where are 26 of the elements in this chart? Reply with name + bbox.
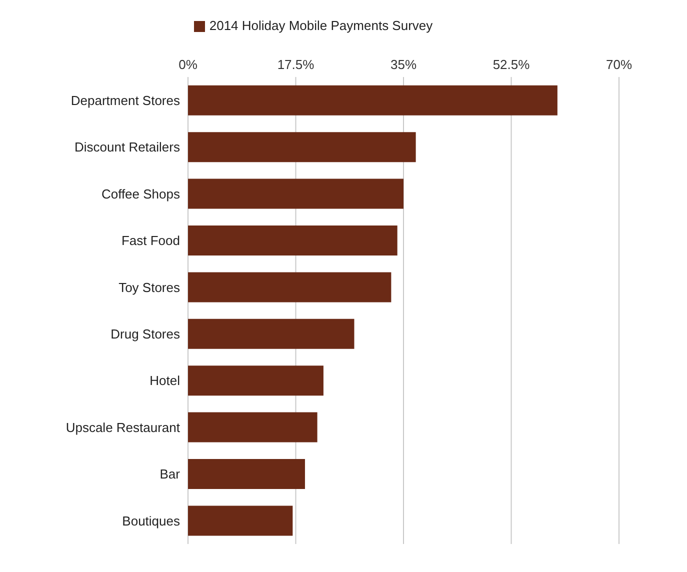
y-tick-label: Department Stores (70, 92, 180, 108)
y-tick-label: Boutiques (122, 513, 180, 528)
y-tick-label: Discount Retailers (74, 140, 180, 155)
y-tick-label: Fast Food (121, 233, 180, 248)
x-tick-label: 17.5% (277, 57, 315, 72)
bar (188, 318, 354, 349)
legend-label: 2014 Holiday Mobile Payments Survey (209, 18, 433, 33)
y-tick-label: Upscale Restaurant (66, 420, 180, 435)
x-tick-label: 35% (390, 57, 417, 72)
y-tick-label: Toy Stores (118, 280, 180, 295)
y-tick-label: Coffee Shops (101, 186, 180, 202)
bar (188, 412, 318, 442)
bar (188, 226, 398, 256)
bar (188, 85, 558, 116)
bar (188, 178, 404, 209)
y-tick-label: Hotel (150, 373, 180, 388)
bar (188, 366, 324, 396)
bar (188, 132, 416, 162)
y-tick-label: Bar (160, 466, 181, 482)
bar (188, 506, 293, 536)
y-tick-label: Drug Stores (110, 326, 180, 342)
x-tick-label: 0% (178, 57, 198, 72)
bar (188, 272, 392, 302)
bar (188, 459, 305, 490)
x-tick-label: 52.5% (492, 57, 530, 72)
x-tick-label: 70% (606, 57, 632, 72)
